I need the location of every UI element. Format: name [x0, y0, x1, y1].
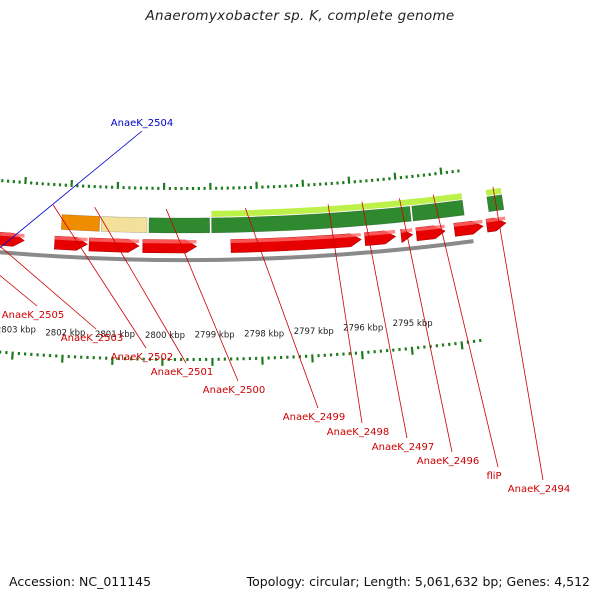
- major-tick: [441, 168, 442, 175]
- label-leader-lines: [0, 131, 543, 480]
- major-tick: [349, 177, 350, 184]
- label-leader-line: [0, 195, 96, 329]
- gene-label: AnaeK_2501: [151, 367, 213, 378]
- gene-label: AnaeK_2498: [327, 427, 389, 438]
- scale-label: 2799 kbp: [195, 331, 235, 341]
- accession-label: Accession: NC_011145: [9, 574, 151, 589]
- gene-label: AnaeK_2497: [372, 442, 434, 453]
- label-leader-line: [0, 190, 37, 306]
- scale-label: 2800 kbp: [145, 331, 185, 341]
- scale-label: 2798 kbp: [244, 329, 284, 339]
- major-tick: [12, 352, 13, 360]
- major-tick: [461, 341, 462, 349]
- major-tick: [412, 347, 413, 355]
- gene-label: AnaeK_2500: [203, 385, 265, 396]
- gene-label: fliP: [486, 471, 501, 482]
- major-tick: [362, 351, 363, 359]
- reverse-gene: [61, 215, 100, 232]
- gene-label: AnaeK_2503: [61, 333, 123, 344]
- gene-features: [0, 188, 506, 267]
- gene-label: AnaeK_2496: [417, 456, 479, 467]
- scale-label: 2797 kbp: [294, 327, 334, 337]
- gene-label: AnaeK_2504: [111, 118, 173, 129]
- forward-gene-shade: [143, 240, 197, 244]
- reverse-gene: [487, 195, 504, 212]
- scale-label: 2803 kbp: [0, 325, 36, 335]
- scale-label: 2796 kbp: [343, 323, 383, 333]
- map-title: Anaeromyxobacter sp. K, complete genome: [0, 8, 600, 24]
- scale-label: 2795 kbp: [393, 319, 433, 329]
- gene-label: AnaeK_2499: [283, 412, 345, 423]
- label-leader-line: [493, 187, 543, 480]
- major-tick: [395, 173, 396, 180]
- label-leader-line: [433, 195, 498, 467]
- genome-summary-label: Topology: circular; Length: 5,061,632 bp…: [247, 574, 590, 589]
- reverse-gene: [149, 218, 210, 233]
- gene-label: AnaeK_2494: [508, 484, 570, 495]
- gene-label: AnaeK_2502: [111, 352, 173, 363]
- label-leader-line: [166, 209, 238, 381]
- gene-label: AnaeK_2505: [2, 310, 64, 321]
- major-tick: [25, 177, 26, 184]
